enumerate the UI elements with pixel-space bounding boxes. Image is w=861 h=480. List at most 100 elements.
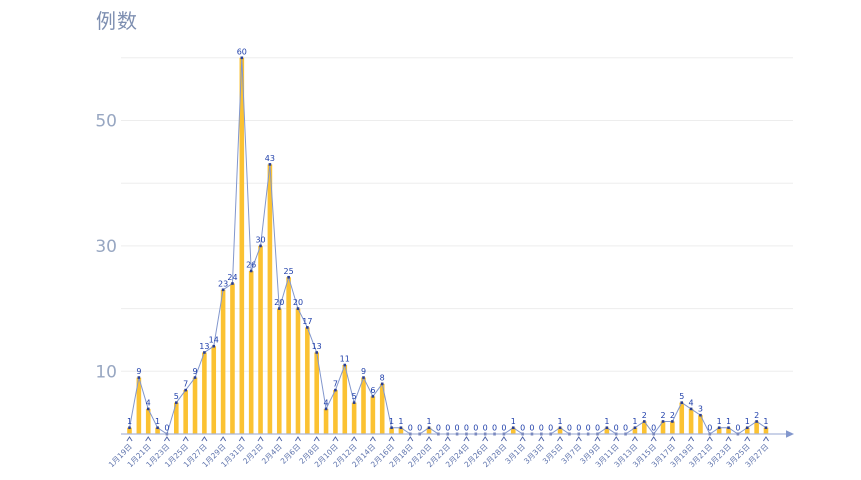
x-tick-mark [650, 436, 657, 442]
data-point-marker [689, 407, 693, 411]
value-label: 1 [717, 417, 722, 426]
bar [174, 402, 179, 434]
x-tick-mark [744, 436, 751, 442]
bar [510, 427, 516, 434]
value-label: 0 [567, 424, 572, 433]
x-tick-mark [426, 436, 432, 442]
value-label: 0 [539, 424, 544, 433]
value-label: 0 [483, 424, 488, 433]
data-point-marker [633, 426, 637, 430]
data-point-marker [277, 307, 281, 310]
data-point-marker [643, 420, 646, 423]
x-tick-mark [482, 436, 489, 442]
value-label: 0 [586, 424, 591, 433]
x-tick-mark [519, 436, 526, 442]
x-tick-mark [388, 436, 395, 442]
data-point-marker [399, 426, 403, 430]
bar [754, 421, 759, 434]
value-label: 25 [284, 267, 294, 276]
bar [230, 283, 235, 434]
bar [323, 408, 329, 434]
x-axis-labels: 1月19日1月21日1月23日1月25日1月27日1月29日1月31日2月2日2… [107, 442, 771, 469]
y-axis-label: 10 [95, 362, 117, 382]
data-point-marker [128, 426, 131, 430]
bar [379, 383, 385, 434]
bar [239, 57, 245, 435]
value-label: 0 [614, 424, 619, 433]
value-label: 14 [209, 336, 219, 345]
x-tick-mark [238, 436, 245, 442]
x-tick-mark [369, 436, 376, 442]
bar [127, 427, 132, 434]
value-label: 9 [192, 367, 197, 376]
chart-title: 例数 [96, 9, 138, 33]
data-point-marker [427, 426, 431, 430]
x-tick-mark [332, 436, 339, 442]
x-tick-marks [126, 436, 769, 442]
x-tick-mark [725, 436, 732, 442]
value-label: 1 [389, 417, 394, 426]
value-label: 0 [473, 424, 478, 433]
bar [202, 352, 207, 434]
value-label: 20 [293, 298, 303, 307]
value-label: 2 [670, 411, 675, 420]
bar [305, 327, 310, 434]
x-tick-mark [594, 436, 601, 442]
data-point-marker [203, 351, 206, 354]
value-label: 5 [352, 392, 357, 401]
value-label: 0 [576, 424, 581, 433]
value-label: 0 [707, 424, 712, 433]
value-label: 9 [136, 367, 141, 376]
bar [192, 377, 198, 434]
value-label: 4 [146, 398, 151, 407]
data-point-marker [764, 426, 768, 430]
value-label: 0 [595, 424, 600, 433]
value-label: 24 [227, 273, 237, 282]
data-point-marker [306, 326, 309, 329]
value-label: 1 [127, 417, 132, 426]
value-label: 8 [380, 373, 385, 382]
bar [333, 390, 338, 434]
value-label: 20 [274, 298, 284, 307]
value-label: 1 [426, 417, 431, 426]
data-point-marker [390, 426, 393, 430]
value-label: 1 [745, 417, 750, 426]
value-label: 1 [763, 417, 768, 426]
x-tick-mark [557, 436, 564, 442]
bar [145, 408, 151, 434]
x-tick-mark [220, 436, 227, 442]
data-point-marker [671, 420, 674, 423]
value-label: 0 [164, 424, 169, 433]
y-axis-labels: 10 30 50 [95, 112, 117, 383]
value-label: 2 [660, 411, 665, 420]
value-label: 0 [492, 424, 497, 433]
bar [716, 427, 722, 434]
value-label: 0 [417, 424, 422, 433]
x-tick-mark [145, 436, 152, 442]
bar [642, 421, 647, 434]
bar [744, 427, 750, 434]
x-tick-mark [126, 436, 133, 442]
value-label: 26 [246, 260, 256, 269]
data-point-marker [249, 269, 253, 273]
bar [688, 408, 694, 434]
data-point-marker [156, 426, 159, 430]
x-tick-mark [407, 436, 414, 442]
value-label: 0 [548, 424, 553, 433]
value-label: 0 [455, 424, 460, 433]
data-point-marker [699, 413, 702, 417]
data-point-marker [231, 282, 234, 285]
data-point-marker [362, 376, 365, 379]
data-point-marker [175, 401, 178, 404]
bars [127, 57, 769, 435]
value-label: 1 [398, 417, 403, 426]
data-point-marker [371, 395, 375, 398]
x-tick-mark [688, 436, 695, 442]
data-point-marker [352, 401, 356, 404]
value-label: 0 [408, 424, 413, 433]
value-label: 7 [183, 380, 188, 389]
x-tick-mark [538, 436, 545, 442]
data-point-marker [259, 244, 262, 248]
x-axis-arrow [786, 430, 794, 438]
